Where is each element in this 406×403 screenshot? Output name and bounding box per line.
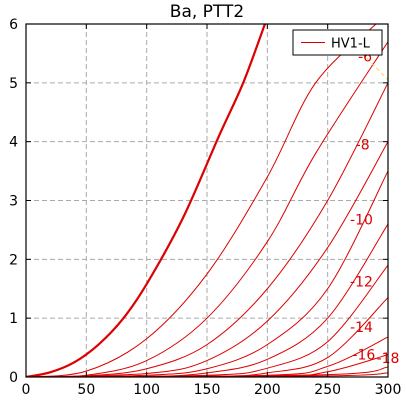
contour-line-2	[26, 41, 388, 377]
y-tick-label: 3	[9, 194, 18, 210]
contour-labels: -6-8-10-12-14-16 -18	[350, 49, 399, 367]
x-tick-label: 200	[254, 382, 281, 398]
x-tick-label: 50	[77, 382, 95, 398]
y-tick-label: 2	[9, 252, 18, 268]
contour-line-4	[26, 141, 388, 377]
axes: 0 50 100 150 200 250 300 0 1 2 3 4 5 6	[9, 17, 401, 398]
y-tick-label: 0	[9, 370, 18, 386]
contour-label: -12	[350, 275, 373, 291]
legend: HV1-L	[292, 29, 383, 56]
y-tick-label: 4	[9, 135, 18, 151]
main-series-line	[26, 24, 266, 377]
curves	[26, 24, 388, 377]
contour-label: -16	[352, 348, 375, 364]
contour-label: -10	[350, 212, 373, 228]
x-tick-label: 300	[375, 382, 402, 398]
x-tick-label: 150	[194, 382, 221, 398]
y-tick-label: 5	[9, 76, 18, 92]
legend-label: HV1-L	[331, 37, 371, 52]
chart-title: Ba, PTT2	[170, 2, 244, 22]
y-tick-label: 6	[9, 17, 18, 33]
contour-label: -14	[350, 320, 373, 336]
x-tick-label: 100	[133, 382, 160, 398]
x-tick-label: 0	[22, 382, 31, 398]
y-tick-label: 1	[9, 311, 18, 327]
x-tick-label: 250	[314, 382, 341, 398]
contour-line-1	[26, 24, 377, 377]
contour-label: -8	[356, 138, 370, 154]
contour-line-5	[26, 170, 388, 377]
